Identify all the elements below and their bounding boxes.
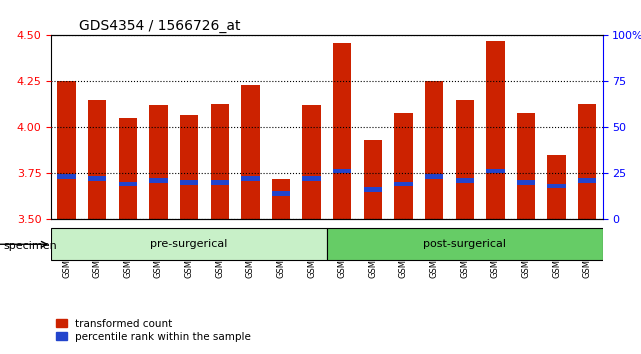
Bar: [303, 176, 320, 181]
Bar: [149, 178, 168, 183]
Bar: [58, 81, 76, 219]
Bar: [210, 180, 229, 184]
Bar: [394, 113, 413, 219]
Bar: [303, 105, 320, 219]
Bar: [517, 113, 535, 219]
Bar: [241, 85, 260, 219]
Bar: [272, 179, 290, 219]
Bar: [456, 178, 474, 183]
Bar: [425, 81, 444, 219]
Bar: [486, 169, 504, 173]
Bar: [119, 182, 137, 186]
Bar: [272, 191, 290, 195]
Text: GDS4354 / 1566726_at: GDS4354 / 1566726_at: [79, 19, 240, 33]
Bar: [333, 169, 351, 173]
Bar: [241, 176, 260, 181]
Bar: [547, 155, 566, 219]
Bar: [180, 115, 198, 219]
Bar: [333, 43, 351, 219]
Bar: [578, 178, 596, 183]
FancyBboxPatch shape: [327, 228, 603, 260]
Bar: [119, 118, 137, 219]
Bar: [363, 140, 382, 219]
Bar: [88, 100, 106, 219]
Bar: [456, 100, 474, 219]
Text: post-surgerical: post-surgerical: [423, 239, 506, 249]
Bar: [486, 41, 504, 219]
Legend: transformed count, percentile rank within the sample: transformed count, percentile rank withi…: [56, 319, 251, 342]
Bar: [517, 180, 535, 184]
Bar: [394, 182, 413, 186]
Bar: [210, 103, 229, 219]
FancyBboxPatch shape: [51, 228, 327, 260]
Bar: [88, 176, 106, 181]
Bar: [547, 184, 566, 188]
Bar: [425, 175, 444, 179]
Text: pre-surgerical: pre-surgerical: [151, 239, 228, 249]
Bar: [363, 187, 382, 192]
Bar: [180, 180, 198, 184]
Bar: [578, 103, 596, 219]
Bar: [58, 175, 76, 179]
Bar: [149, 105, 168, 219]
Text: specimen: specimen: [3, 241, 57, 251]
